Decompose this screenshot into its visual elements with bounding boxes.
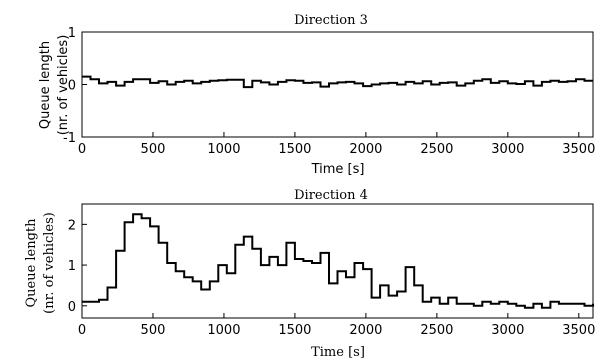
y-tick-labels: -1 0 1	[63, 26, 76, 146]
y-axis-label: Queue length (nr. of vehicles)	[24, 212, 57, 314]
y-axis-label-line-1: Queue length	[24, 218, 39, 308]
y-tick-label: 1	[68, 26, 76, 41]
x-tick-label: 3500	[562, 323, 595, 338]
x-tick-labels: 0 500 1000 1500 2000 2500 3000 3500	[78, 142, 595, 157]
x-tick-labels: 0 500 1000 1500 2000 2500 3000 3500	[78, 323, 595, 338]
y-tick-label: -1	[63, 131, 76, 146]
x-tick-label: 2500	[420, 323, 453, 338]
x-tick-label: 0	[78, 142, 86, 157]
series-line	[82, 75, 593, 89]
x-tick-label: 2000	[349, 142, 382, 157]
x-tick-label: 1000	[207, 142, 240, 157]
axis-ticks	[81, 223, 580, 318]
y-axis-label: Queue length (nr. of vehicles)	[38, 35, 71, 136]
series-line	[82, 213, 594, 309]
x-tick-label: 1000	[207, 323, 240, 338]
x-tick-label: 3500	[562, 142, 595, 157]
plot-frame	[81, 203, 594, 319]
axis-ticks	[81, 31, 580, 138]
y-tick-label: 1	[68, 259, 76, 274]
series-group	[82, 75, 593, 89]
x-tick-label: 500	[141, 323, 166, 338]
chart-panel-direction-4: Direction 4 0 500 1000 1500 2000 2500 3000 3500…	[24, 188, 595, 358]
x-tick-label: 3000	[491, 142, 524, 157]
series-group	[82, 213, 594, 309]
x-axis-label: Time [s]	[311, 162, 365, 177]
y-axis-label-line-1: Queue length	[38, 41, 53, 129]
y-axis-label-line-2: (nr. of vehicles)	[42, 212, 57, 314]
y-tick-labels: 0 1 2	[68, 218, 76, 314]
x-tick-label: 1500	[278, 142, 311, 157]
x-axis-label: Time [s]	[311, 345, 365, 358]
x-tick-label: 500	[141, 142, 166, 157]
x-tick-label: 0	[78, 323, 86, 338]
chart-panel-direction-3: Direction 3 0 500 1000 1500 2000 2500 3000 3500…	[38, 13, 595, 177]
x-tick-label: 2500	[420, 142, 453, 157]
y-tick-label: 0	[68, 79, 76, 94]
y-tick-label: 2	[68, 218, 76, 233]
x-tick-label: 3000	[491, 323, 524, 338]
chart-title: Direction 3	[294, 13, 368, 28]
y-axis-label-line-2: (nr. of vehicles)	[56, 35, 71, 136]
x-tick-label: 2000	[349, 323, 382, 338]
y-tick-label: 0	[68, 300, 76, 315]
x-tick-label: 1500	[278, 323, 311, 338]
chart-title: Direction 4	[294, 188, 368, 203]
